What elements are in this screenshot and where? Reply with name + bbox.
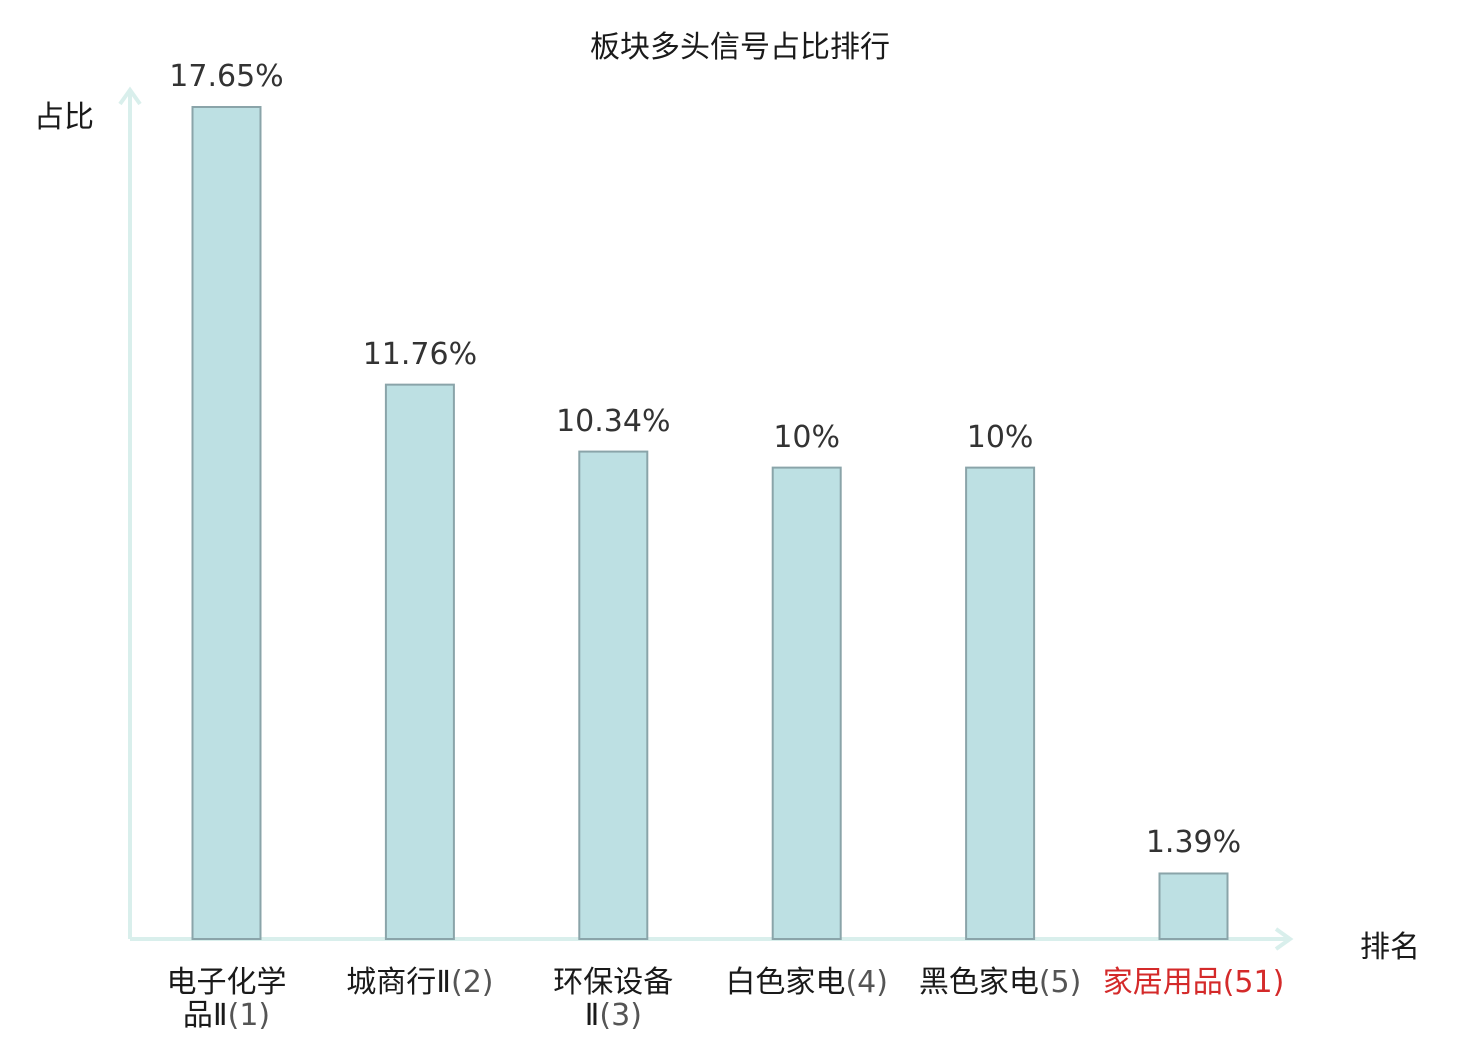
x-tick-label: 黑色家电(5) (900, 966, 1100, 999)
x-tick-label: 电子化学品Ⅱ(1) (157, 966, 297, 1032)
tick-rank: (3) (599, 998, 642, 1033)
x-axis-arrow (1274, 927, 1294, 951)
data-label: 11.76% (362, 336, 478, 372)
tick-name: 家居用品 (1102, 965, 1223, 1000)
tick-rank: (5) (1038, 965, 1082, 1000)
tick-rank: (4) (845, 965, 888, 1000)
tick-rank: (51) (1222, 965, 1285, 1000)
x-tick-label: 家居用品(51) (1094, 966, 1294, 999)
data-label: 10% (966, 419, 1034, 455)
bars (191, 106, 1229, 940)
x-axis-label: 排名 (1360, 930, 1420, 965)
y-axis-label: 占比 (34, 100, 94, 135)
x-tick-label: 城商行Ⅱ(2) (320, 966, 520, 999)
bar (1158, 872, 1229, 940)
x-tick-label: 白色家电(4) (707, 966, 907, 999)
tick-name: 白色家电 (725, 965, 846, 1000)
data-label: 10% (773, 419, 841, 455)
tick-rank: (1) (227, 998, 271, 1033)
chart-title: 板块多头信号占比排行 (590, 30, 890, 65)
tick-name: 黑色家电 (918, 965, 1039, 1000)
x-tick-label: 环保设备Ⅱ(3) (543, 966, 683, 1032)
tick-name: 电子化学品Ⅱ (166, 965, 287, 1033)
data-label: 17.65% (169, 59, 284, 94)
bar (384, 383, 455, 940)
axes (118, 86, 1294, 951)
data-label: 10.34% (556, 403, 671, 439)
bar (965, 466, 1036, 940)
data-label: 1.39% (1145, 825, 1242, 861)
y-axis-arrow (118, 86, 142, 106)
tick-name: 环保设备Ⅱ (553, 965, 674, 1033)
tick-name: 城商行Ⅱ (346, 965, 452, 1000)
bar (191, 106, 262, 940)
bar (771, 466, 842, 940)
bar (578, 450, 649, 940)
tick-rank: (2) (451, 965, 494, 1000)
